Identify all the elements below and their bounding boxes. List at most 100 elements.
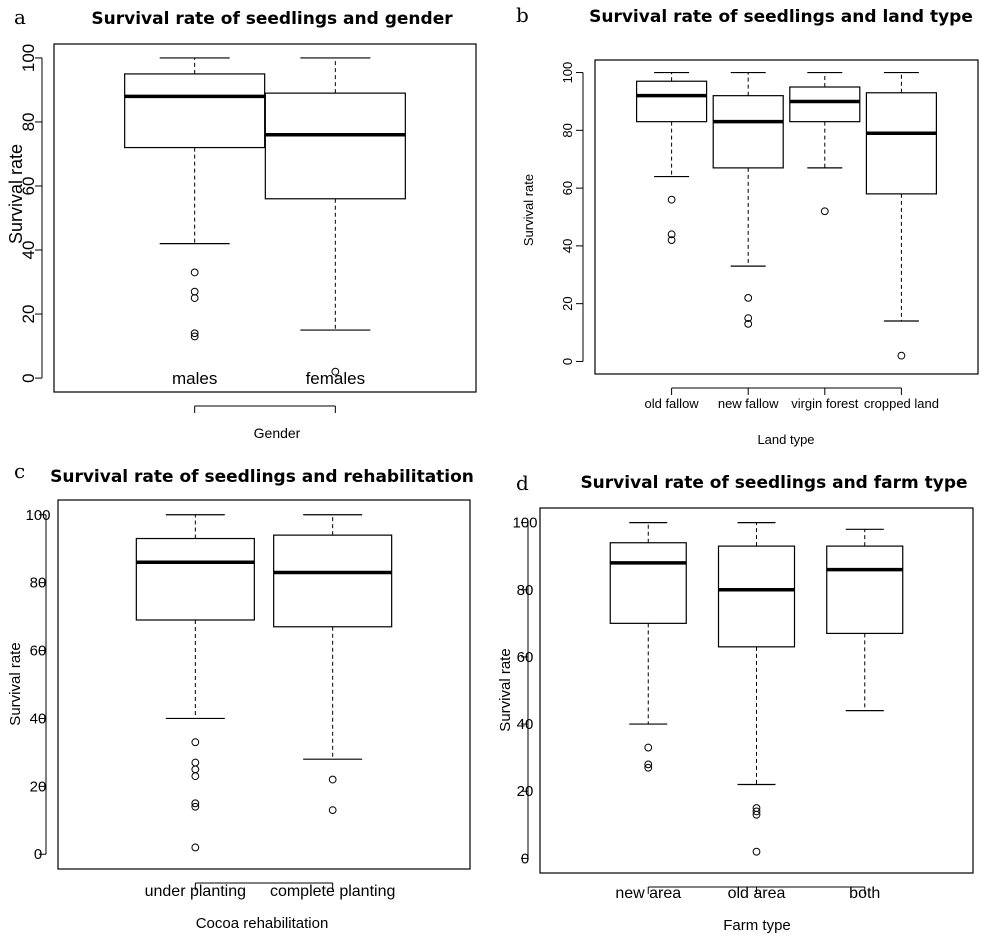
y-tick-label: 80	[517, 582, 534, 599]
x-tick-label: complete planting	[270, 883, 395, 900]
x-tick-label: new fallow	[718, 396, 779, 411]
y-tick-label: 80	[19, 112, 38, 131]
plot-frame	[53, 43, 477, 393]
y-tick-label: 40	[517, 716, 534, 733]
iqr-box	[717, 545, 796, 648]
y-axis-label: Survival rate	[7, 642, 24, 725]
x-tick-label: both	[849, 885, 880, 902]
outlier-point	[331, 367, 340, 376]
box-males	[124, 57, 266, 341]
outlier-point	[644, 743, 653, 752]
x-tick-label: females	[306, 369, 366, 388]
box-both	[826, 528, 904, 712]
iqr-box	[865, 92, 938, 195]
outlier-point	[190, 268, 199, 277]
x-tick-label: new area	[615, 885, 681, 902]
chart-title: Survival rate of seedlings and rehabilit…	[50, 467, 474, 487]
iqr-box	[273, 534, 393, 628]
iqr-box	[789, 86, 861, 123]
y-tick-label: 20	[30, 778, 47, 795]
panel-c: c Survival rate of seedlings and rehabili…	[7, 459, 474, 932]
iqr-box	[826, 545, 904, 635]
box-old-area	[717, 521, 796, 856]
outlier-point	[328, 775, 337, 784]
box-females	[264, 57, 406, 376]
plot-frame	[594, 59, 979, 375]
chart-title: Survival rate of seedlings and land type	[589, 7, 973, 27]
outlier-point	[191, 802, 200, 811]
outlier-point	[190, 287, 199, 296]
y-tick-label: 100	[560, 62, 575, 84]
y-tick-label: 100	[19, 44, 38, 72]
y-tick-label: 0	[560, 358, 575, 365]
outlier-point	[752, 807, 761, 816]
outlier-point	[752, 810, 761, 819]
panel-letter-b: b	[516, 3, 529, 27]
y-tick-label: 40	[19, 241, 38, 260]
iqr-box	[609, 542, 687, 624]
outlier-point	[190, 332, 199, 341]
outlier-point	[191, 799, 200, 808]
box-under-planting	[135, 514, 255, 852]
y-tick-label: 80	[30, 575, 47, 592]
y-tick-label: 0	[521, 850, 529, 867]
y-axis-label: Survival rate	[6, 144, 26, 244]
panel-a: a Survival rate of seedlings and gender 0 2…	[6, 5, 477, 441]
outlier-point	[820, 207, 829, 216]
iqr-box	[712, 95, 784, 169]
y-tick-label: 100	[512, 515, 537, 532]
y-tick-label: 20	[517, 783, 534, 800]
outlier-point	[667, 195, 676, 204]
y-tick-label: 40	[560, 239, 575, 253]
panel-letter-c: c	[14, 459, 25, 483]
x-tick-label: males	[172, 369, 217, 388]
iqr-box	[635, 80, 708, 123]
outlier-point	[744, 314, 753, 323]
outlier-point	[191, 843, 200, 852]
outlier-point	[744, 293, 753, 302]
box-virgin-forest	[789, 71, 861, 216]
y-tick-label: 60	[560, 181, 575, 195]
iqr-box	[124, 73, 266, 149]
y-tick-label: 20	[19, 305, 38, 324]
outlier-point	[667, 230, 676, 239]
box-old-fallow	[635, 71, 708, 245]
chart-title: Survival rate of seedlings and gender	[91, 9, 453, 29]
x-tick-label: virgin forest	[791, 396, 859, 411]
y-tick-label: 0	[19, 373, 38, 382]
panel-b: b Survival rate of seedlings and land typ…	[516, 3, 979, 447]
iqr-box	[135, 537, 255, 621]
outlier-point	[191, 758, 200, 767]
x-axis-label: Farm type	[723, 917, 791, 934]
y-tick-label: 100	[25, 507, 50, 524]
x-tick-label: old area	[728, 885, 786, 902]
box-cropped-land	[865, 71, 938, 360]
plot-frame	[539, 507, 974, 874]
y-tick-label: 0	[34, 846, 42, 863]
panel-letter-d: d	[516, 471, 529, 495]
outlier-point	[752, 847, 761, 856]
outlier-point	[190, 329, 199, 338]
x-tick-label: old fallow	[644, 396, 699, 411]
y-tick-label: 60	[517, 649, 534, 666]
y-tick-label: 60	[30, 643, 47, 660]
outlier-point	[190, 294, 199, 302]
x-axis-label: Land type	[757, 432, 814, 447]
outlier-point	[644, 763, 653, 772]
y-axis-label: Survival rate	[521, 174, 536, 246]
outlier-point	[191, 738, 200, 747]
outlier-point	[328, 806, 337, 815]
box-complete-planting	[273, 514, 393, 815]
x-tick-label: cropped land	[864, 396, 939, 411]
x-axis-label: Gender	[254, 425, 301, 441]
chart-title: Survival rate of seedlings and farm type	[580, 473, 967, 493]
outlier-point	[191, 772, 200, 781]
panel-letter-a: a	[14, 5, 26, 29]
panel-d: d Survival rate of seedlings and farm typ…	[497, 471, 974, 934]
box-new-fallow	[712, 71, 784, 328]
iqr-box	[264, 92, 406, 200]
box-new-area	[609, 521, 687, 772]
outlier-point	[744, 319, 753, 328]
x-axis-label: Cocoa rehabilitation	[196, 915, 329, 932]
